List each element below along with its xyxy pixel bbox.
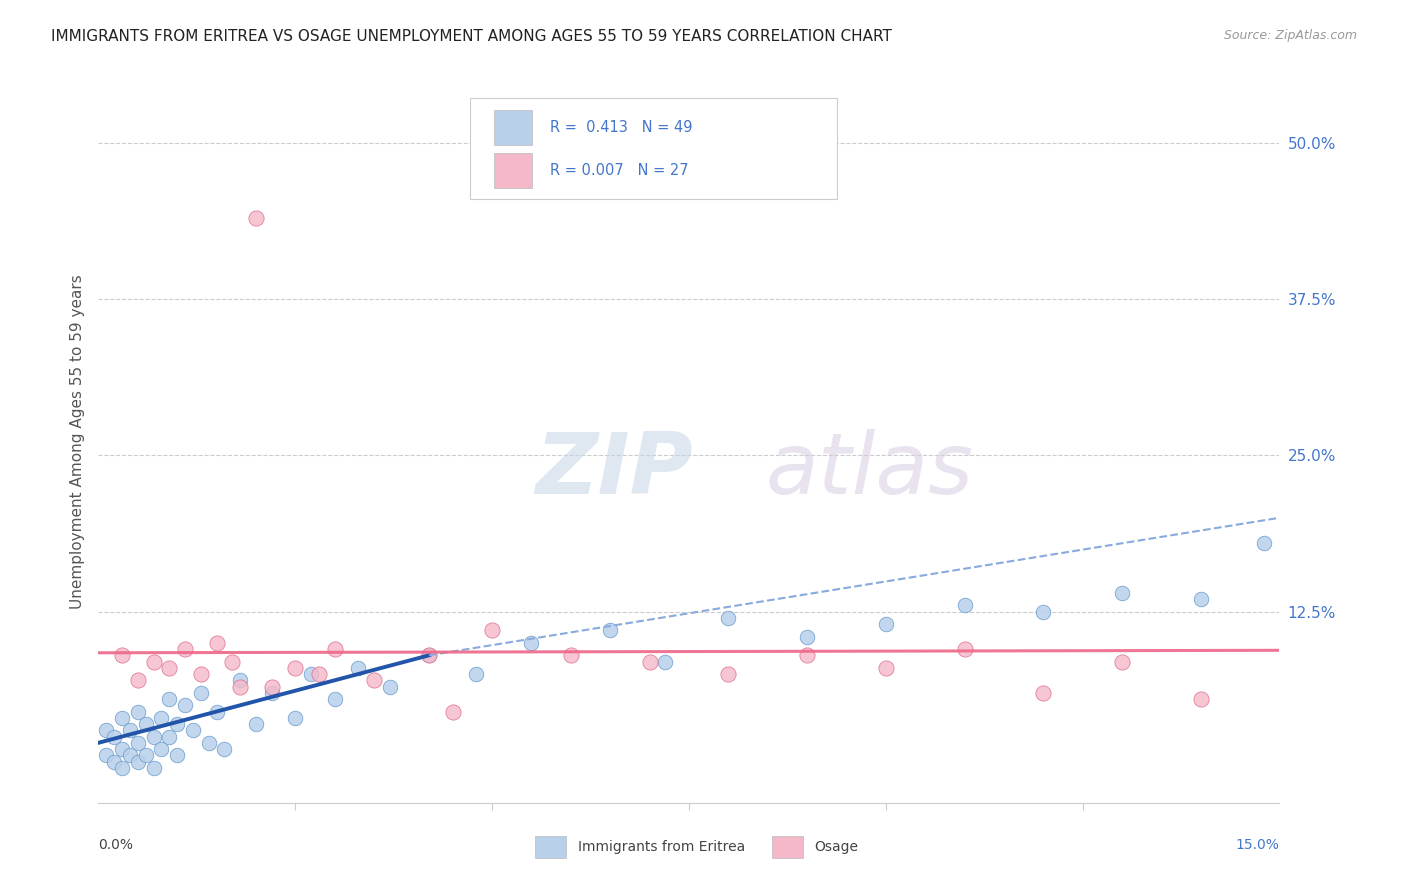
Text: R = 0.007   N = 27: R = 0.007 N = 27: [550, 163, 688, 178]
Point: [174, 642, 197, 657]
Text: 15.0%: 15.0%: [1236, 838, 1279, 852]
Point: [214, 742, 236, 756]
Point: [96, 748, 118, 763]
Point: [111, 648, 134, 663]
Point: [363, 673, 385, 688]
Point: [1253, 536, 1275, 550]
Point: [142, 655, 165, 669]
Point: [1032, 605, 1054, 619]
Point: [127, 755, 149, 769]
FancyBboxPatch shape: [471, 98, 837, 200]
Text: 0.0%: 0.0%: [98, 838, 134, 852]
Point: [441, 705, 464, 719]
Point: [308, 667, 330, 681]
Point: [96, 723, 118, 738]
Point: [174, 698, 197, 713]
Point: [599, 624, 621, 638]
Point: [796, 630, 818, 644]
Point: [1111, 586, 1133, 600]
Point: [638, 655, 661, 669]
Point: [142, 761, 165, 775]
Point: [229, 673, 252, 688]
Point: [135, 748, 157, 763]
Point: [127, 673, 149, 688]
Point: [229, 680, 252, 694]
Point: [150, 742, 173, 756]
Point: [157, 730, 180, 744]
Point: [118, 723, 141, 738]
Point: [875, 617, 897, 632]
Text: atlas: atlas: [766, 429, 974, 512]
Point: [418, 648, 440, 663]
Point: [796, 648, 818, 663]
Point: [142, 730, 165, 744]
Point: [245, 717, 267, 731]
Point: [181, 723, 204, 738]
Point: [127, 705, 149, 719]
Point: [157, 661, 180, 675]
Point: [157, 692, 180, 706]
Text: R =  0.413   N = 49: R = 0.413 N = 49: [550, 120, 692, 135]
Point: [520, 636, 543, 650]
Point: [299, 667, 322, 681]
Point: [103, 755, 125, 769]
Point: [654, 655, 676, 669]
Point: [875, 661, 897, 675]
Point: [205, 705, 228, 719]
Point: [323, 692, 346, 706]
Point: [347, 661, 370, 675]
Point: [190, 686, 212, 700]
Point: [323, 642, 346, 657]
FancyBboxPatch shape: [494, 153, 531, 188]
Point: [284, 661, 307, 675]
Point: [127, 736, 149, 750]
Point: [150, 711, 173, 725]
Y-axis label: Unemployment Among Ages 55 to 59 years: Unemployment Among Ages 55 to 59 years: [69, 274, 84, 609]
Text: Source: ZipAtlas.com: Source: ZipAtlas.com: [1223, 29, 1357, 43]
Point: [260, 686, 283, 700]
Point: [1111, 655, 1133, 669]
Point: [111, 761, 134, 775]
Text: Immigrants from Eritrea: Immigrants from Eritrea: [578, 840, 745, 854]
Point: [1032, 686, 1054, 700]
Point: [205, 636, 228, 650]
Point: [717, 611, 740, 625]
Text: IMMIGRANTS FROM ERITREA VS OSAGE UNEMPLOYMENT AMONG AGES 55 TO 59 YEARS CORRELAT: IMMIGRANTS FROM ERITREA VS OSAGE UNEMPLO…: [51, 29, 891, 45]
Point: [245, 211, 267, 225]
Point: [190, 667, 212, 681]
Point: [953, 599, 976, 613]
Point: [260, 680, 283, 694]
Point: [284, 711, 307, 725]
FancyBboxPatch shape: [494, 110, 531, 145]
Point: [953, 642, 976, 657]
Point: [111, 742, 134, 756]
Point: [103, 730, 125, 744]
Point: [560, 648, 582, 663]
Point: [418, 648, 440, 663]
Text: ZIP: ZIP: [536, 429, 693, 512]
Point: [166, 717, 188, 731]
Point: [221, 655, 243, 669]
Point: [1189, 592, 1212, 607]
Point: [378, 680, 401, 694]
Point: [166, 748, 188, 763]
Point: [481, 624, 503, 638]
Point: [197, 736, 219, 750]
Point: [118, 748, 141, 763]
Point: [135, 717, 157, 731]
Point: [111, 711, 134, 725]
Text: Osage: Osage: [814, 840, 858, 854]
Point: [465, 667, 488, 681]
Point: [717, 667, 740, 681]
Point: [1189, 692, 1212, 706]
